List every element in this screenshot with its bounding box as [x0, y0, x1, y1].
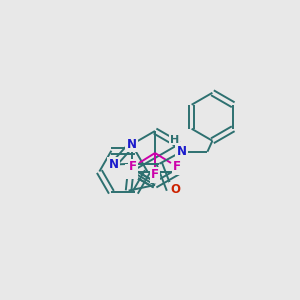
Text: N: N	[127, 138, 136, 151]
Text: H: H	[170, 135, 179, 145]
Text: F: F	[129, 160, 137, 173]
Text: O: O	[170, 183, 180, 196]
Text: N: N	[127, 165, 136, 178]
Text: N: N	[176, 145, 186, 158]
Text: F: F	[173, 160, 181, 173]
Text: N: N	[109, 158, 118, 171]
Text: F: F	[151, 169, 159, 182]
